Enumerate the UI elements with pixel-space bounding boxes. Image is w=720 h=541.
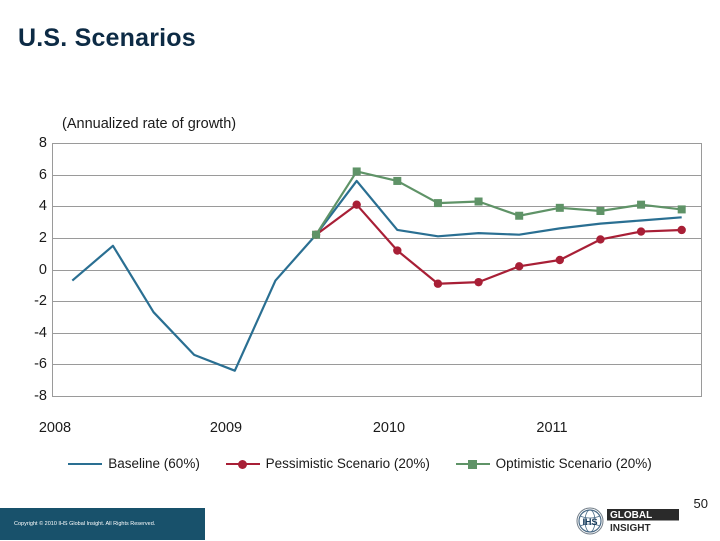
gridline-0 [52,269,702,271]
legend-label-optimistic: Optimistic Scenario (20%) [495,456,652,472]
chart-legend: Baseline (60%) Pessimistic Scenario (20%… [0,455,720,471]
svg-text:GLOBAL: GLOBAL [610,510,652,521]
legend-item-baseline[interactable]: Baseline (60%) [68,455,200,471]
x-tick-2010: 2010 [372,420,406,436]
x-tick-2008: 2008 [38,420,72,436]
y-tick-minus2: -2 [34,293,47,310]
legend-swatch-optimistic [455,457,490,471]
legend-swatch-pessimistic [225,457,260,471]
legend-label-baseline: Baseline (60%) [108,456,200,472]
y-tick-minus6: -6 [34,356,47,373]
gridline-minus6 [52,364,702,366]
legend-item-pessimistic[interactable]: Pessimistic Scenario (20%) [225,455,430,472]
page-title: U.S. Scenarios [18,24,196,52]
x-tick-2009: 2009 [209,420,243,436]
svg-text:IHS: IHS [582,517,597,527]
y-tick-0: 0 [38,261,47,278]
y-tick-4: 4 [38,198,47,215]
copyright-text: Copyright © 2010 IHS Global Insight. All… [14,521,156,527]
legend-swatch-baseline [68,457,103,471]
series-canvas [71,167,686,372]
x-tick-2011: 2011 [536,420,568,436]
page-number: 50 [693,496,708,511]
gridline-8 [52,143,702,144]
y-tick-6: 6 [38,166,47,183]
footer-band [0,508,205,540]
gridline-minus4 [52,332,702,334]
chart-subtitle: (Annualized rate of growth) [62,116,237,132]
ihs-global-insight-logo: IHS GLOBAL INSIGHT [576,506,682,536]
y-tick-2: 2 [38,229,47,246]
gridline-minus2 [52,301,702,303]
y-tick-minus4: -4 [34,324,47,341]
chart: (Annualized rate of growth) 8 6 4 2 0 -2… [0,100,720,500]
plot-area: 8 6 4 2 0 -2 -4 -6 -8 [34,135,702,404]
y-tick-8: 8 [38,135,47,151]
y-tick-minus8: -8 [34,388,47,404]
svg-text:INSIGHT: INSIGHT [610,523,651,534]
gridline-minus8 [52,396,702,397]
logo-graphic: IHS GLOBAL INSIGHT [576,507,679,535]
legend-item-optimistic[interactable]: Optimistic Scenario (20%) [455,455,652,472]
gridline-2 [52,237,702,239]
legend-label-pessimistic: Pessimistic Scenario (20%) [265,456,430,472]
